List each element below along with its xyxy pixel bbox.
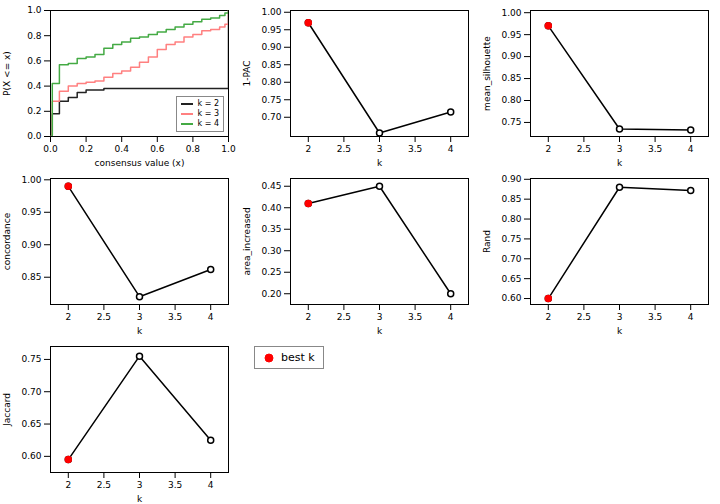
svg-text:0.70: 0.70 <box>261 112 281 122</box>
svg-text:0.80: 0.80 <box>501 95 521 105</box>
svg-text:k: k <box>617 326 623 336</box>
svg-text:0.85: 0.85 <box>21 272 41 282</box>
svg-text:3: 3 <box>137 312 143 322</box>
svg-text:4: 4 <box>448 144 454 154</box>
svg-text:0.65: 0.65 <box>501 274 521 284</box>
svg-text:2: 2 <box>65 480 71 490</box>
svg-text:2: 2 <box>305 312 311 322</box>
svg-text:k: k <box>617 158 623 168</box>
svg-text:4: 4 <box>208 312 214 322</box>
svg-text:k: k <box>137 494 143 504</box>
svg-text:concordance: concordance <box>2 212 12 270</box>
svg-text:2: 2 <box>545 312 551 322</box>
svg-text:3.5: 3.5 <box>648 144 662 154</box>
svg-text:0.90: 0.90 <box>501 51 521 61</box>
svg-text:Jaccard: Jaccard <box>2 393 12 427</box>
svg-text:0.75: 0.75 <box>261 95 281 105</box>
svg-text:3: 3 <box>377 144 383 154</box>
svg-text:k: k <box>377 158 383 168</box>
svg-text:2.5: 2.5 <box>97 480 111 490</box>
svg-text:P(X <= x): P(X <= x) <box>2 51 12 96</box>
svg-text:k: k <box>377 326 383 336</box>
svg-text:0.20: 0.20 <box>261 289 281 299</box>
svg-text:0.65: 0.65 <box>21 419 41 429</box>
html-text:k = 2: k = 2 <box>197 99 219 108</box>
svg-text:0.85: 0.85 <box>261 60 281 70</box>
svg-text:4: 4 <box>688 312 694 322</box>
svg-text:3: 3 <box>617 144 623 154</box>
svg-text:1.0: 1.0 <box>221 144 236 154</box>
svg-text:0.90: 0.90 <box>501 174 521 184</box>
svg-text:0.85: 0.85 <box>501 194 521 204</box>
svg-text:0.75: 0.75 <box>501 117 521 127</box>
svg-text:3: 3 <box>137 480 143 490</box>
svg-text:2.5: 2.5 <box>577 312 591 322</box>
svg-text:2.5: 2.5 <box>337 312 351 322</box>
svg-text:0.6: 0.6 <box>150 144 165 154</box>
svg-text:0.70: 0.70 <box>501 254 521 264</box>
svg-text:0.4: 0.4 <box>115 144 130 154</box>
svg-text:0.90: 0.90 <box>261 42 281 52</box>
svg-text:3: 3 <box>377 312 383 322</box>
svg-text:4: 4 <box>208 480 214 490</box>
svg-text:0.95: 0.95 <box>501 30 521 40</box>
svg-text:3.5: 3.5 <box>408 144 422 154</box>
svg-text:2: 2 <box>305 144 311 154</box>
svg-text:consensus value (x): consensus value (x) <box>95 158 185 168</box>
svg-text:0.60: 0.60 <box>21 451 41 461</box>
svg-text:0.80: 0.80 <box>501 214 521 224</box>
svg-text:3.5: 3.5 <box>648 312 662 322</box>
svg-text:0.2: 0.2 <box>27 106 41 116</box>
svg-text:3: 3 <box>617 312 623 322</box>
svg-text:mean_silhouette: mean_silhouette <box>482 36 492 111</box>
svg-text:3.5: 3.5 <box>168 480 182 490</box>
svg-text:0.40: 0.40 <box>261 203 281 213</box>
svg-text:0.0: 0.0 <box>27 131 42 141</box>
svg-text:0.95: 0.95 <box>21 207 41 217</box>
svg-text:0.80: 0.80 <box>261 77 281 87</box>
svg-text:0.35: 0.35 <box>261 224 281 234</box>
svg-text:2.5: 2.5 <box>337 144 351 154</box>
svg-text:3.5: 3.5 <box>168 312 182 322</box>
html-text:k = 3: k = 3 <box>197 109 219 118</box>
svg-text:0.70: 0.70 <box>21 387 41 397</box>
svg-text:1-PAC: 1-PAC <box>242 60 252 86</box>
svg-text:area_increased: area_increased <box>242 207 252 275</box>
svg-text:0.75: 0.75 <box>21 354 41 364</box>
svg-text:2: 2 <box>545 144 551 154</box>
svg-text:0.2: 0.2 <box>79 144 93 154</box>
svg-text:Rand: Rand <box>482 230 492 253</box>
svg-text:0.90: 0.90 <box>21 240 41 250</box>
svg-text:0.75: 0.75 <box>501 234 521 244</box>
svg-text:3.5: 3.5 <box>408 312 422 322</box>
svg-text:0.4: 0.4 <box>27 81 42 91</box>
svg-text:2.5: 2.5 <box>577 144 591 154</box>
svg-text:1.00: 1.00 <box>261 7 281 17</box>
svg-text:k: k <box>137 326 143 336</box>
svg-text:4: 4 <box>688 144 694 154</box>
svg-text:1.00: 1.00 <box>21 175 41 185</box>
html-text:k = 4: k = 4 <box>197 119 219 128</box>
svg-text:0.85: 0.85 <box>501 73 521 83</box>
svg-text:4: 4 <box>448 312 454 322</box>
svg-text:0.30: 0.30 <box>261 246 281 256</box>
svg-text:0.45: 0.45 <box>261 181 281 191</box>
svg-text:0.25: 0.25 <box>261 267 281 277</box>
svg-text:1.00: 1.00 <box>501 8 521 18</box>
svg-text:0.6: 0.6 <box>27 56 42 66</box>
svg-text:1.0: 1.0 <box>27 5 42 15</box>
svg-text:0.60: 0.60 <box>501 293 521 303</box>
svg-text:0.95: 0.95 <box>261 25 281 35</box>
svg-text:0.8: 0.8 <box>186 144 201 154</box>
svg-text:0.0: 0.0 <box>43 144 58 154</box>
svg-text:0.8: 0.8 <box>27 31 42 41</box>
html-text:best k: best k <box>281 351 315 364</box>
svg-text:2: 2 <box>65 312 71 322</box>
svg-text:2.5: 2.5 <box>97 312 111 322</box>
